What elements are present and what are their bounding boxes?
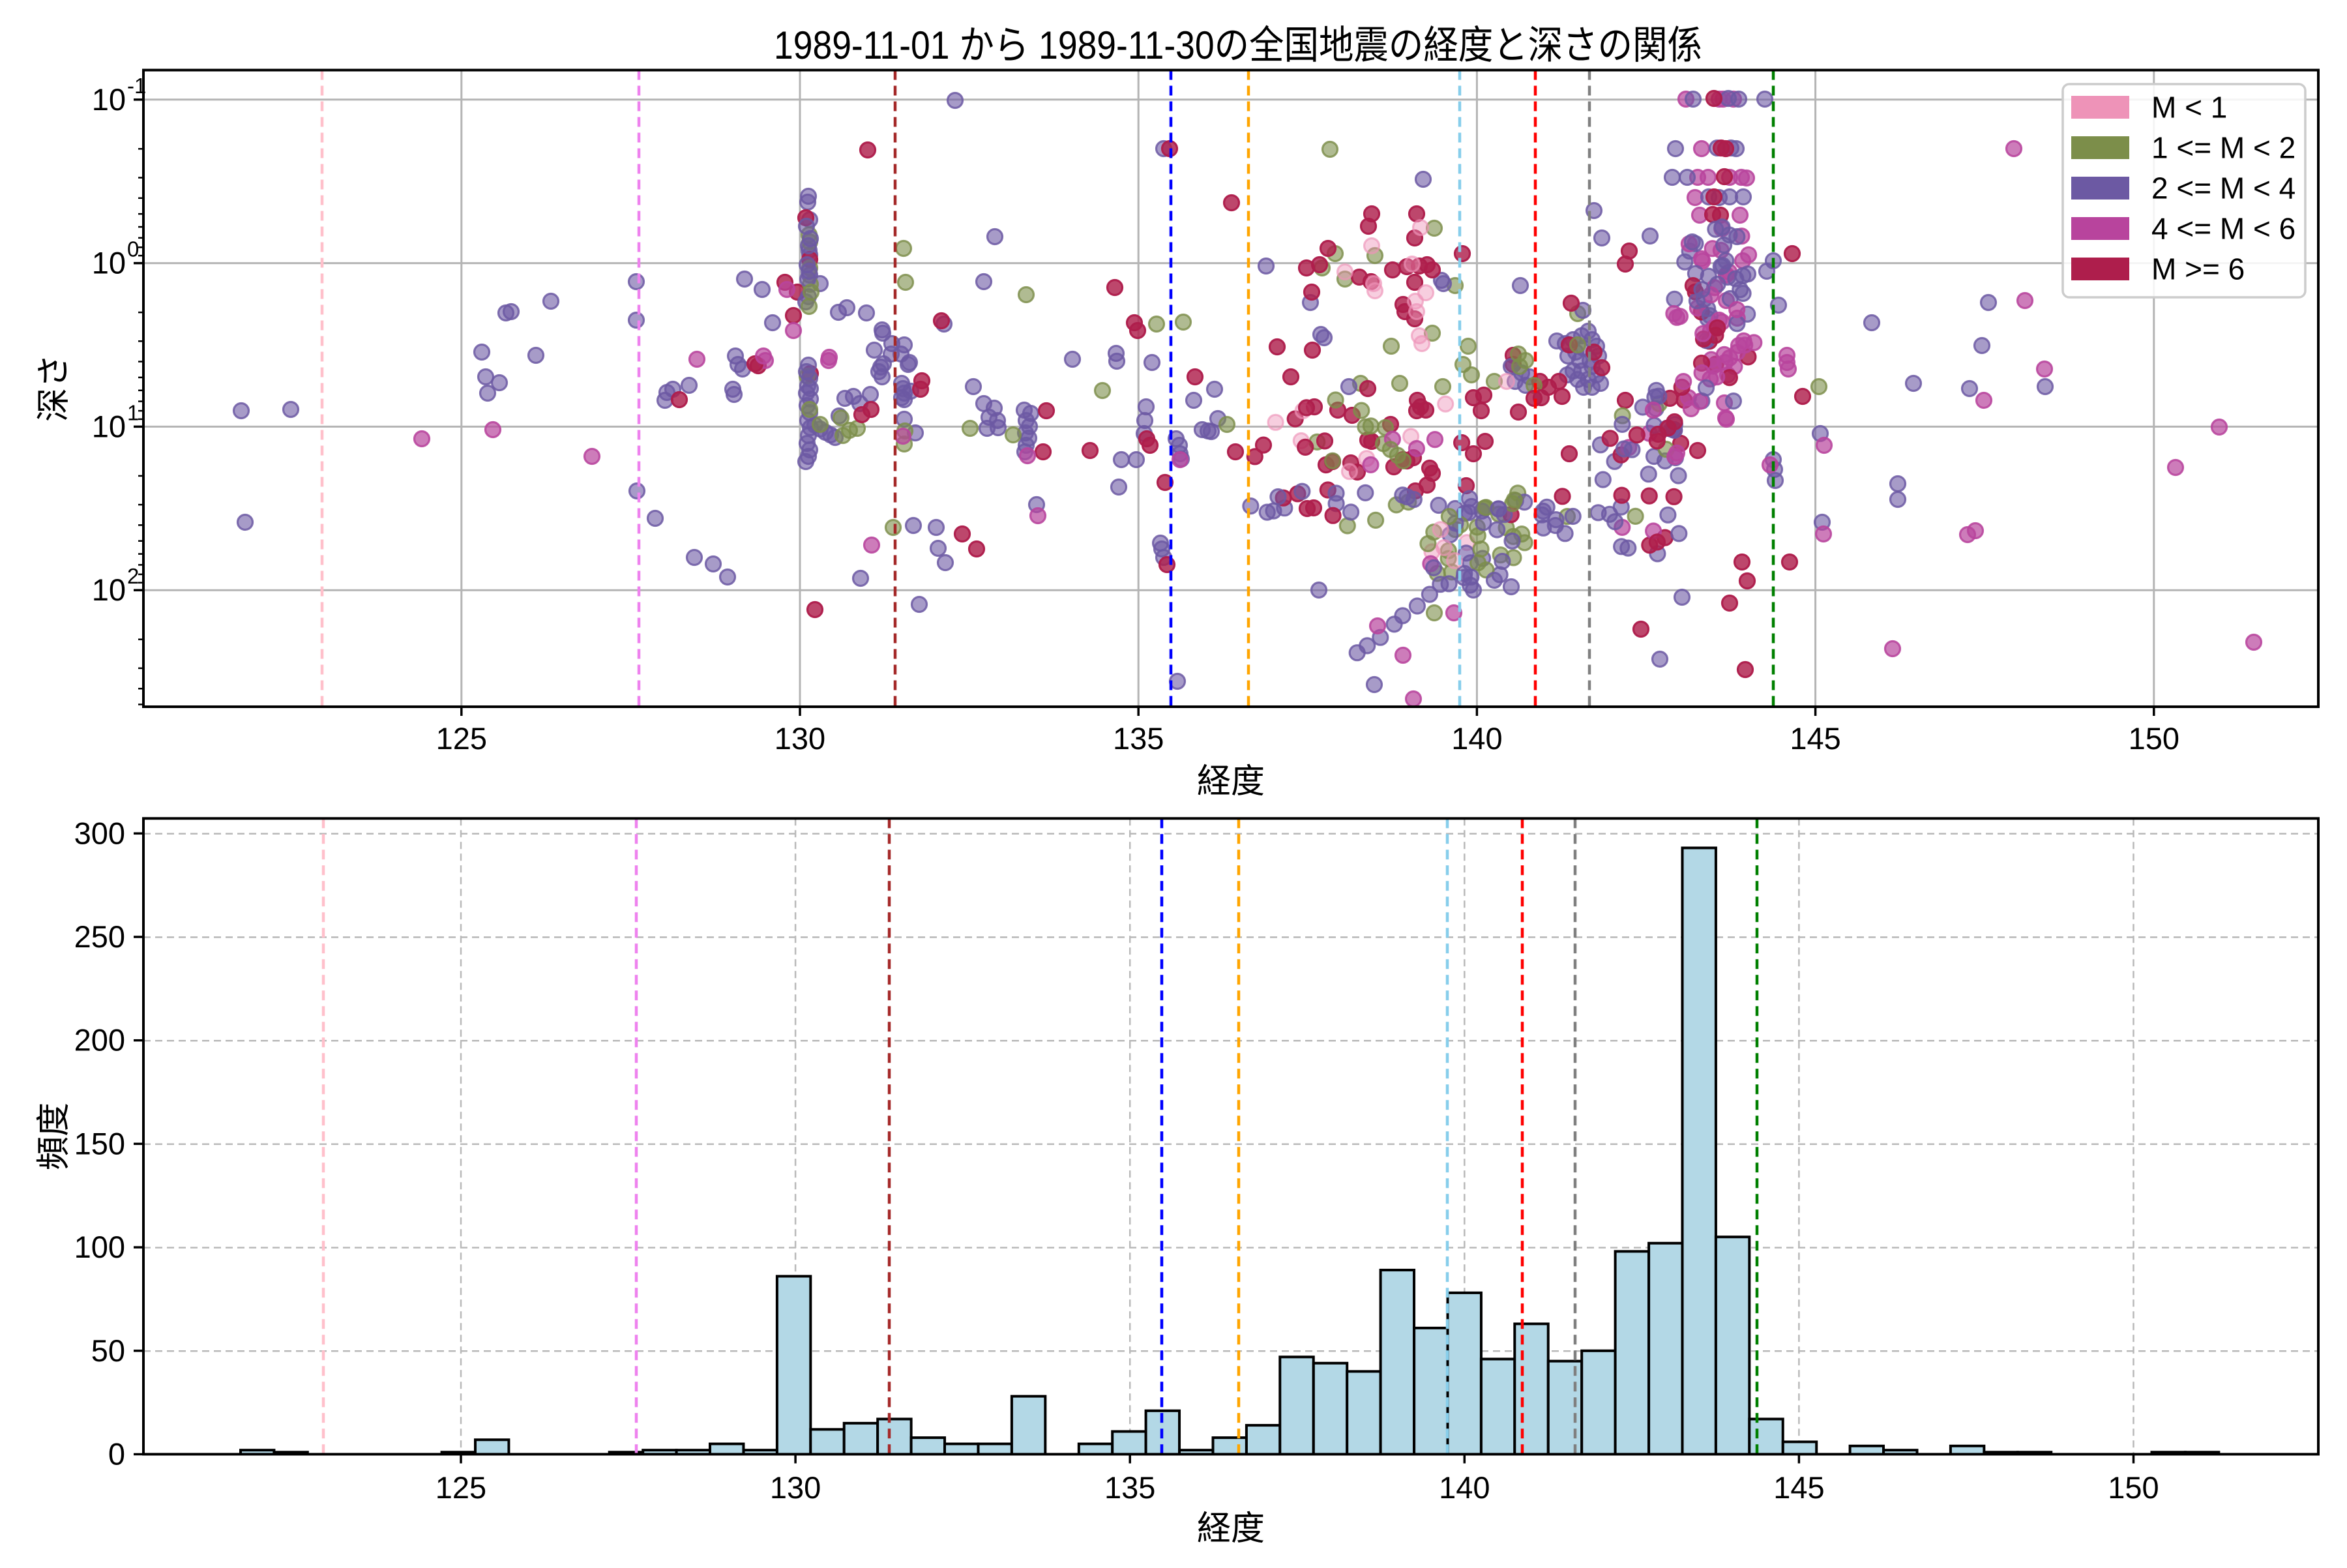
svg-text:200: 200 bbox=[74, 1023, 125, 1058]
svg-text:0: 0 bbox=[127, 237, 139, 261]
svg-text:125: 125 bbox=[435, 1470, 486, 1505]
svg-text:M >= 6: M >= 6 bbox=[2151, 252, 2245, 286]
svg-text:145: 145 bbox=[1790, 721, 1840, 756]
svg-text:50: 50 bbox=[91, 1333, 125, 1368]
svg-text:130: 130 bbox=[770, 1470, 821, 1505]
svg-text:1 <= M < 2: 1 <= M < 2 bbox=[2151, 131, 2295, 165]
svg-text:M < 1: M < 1 bbox=[2151, 91, 2227, 125]
svg-text:140: 140 bbox=[1439, 1470, 1490, 1505]
svg-text:125: 125 bbox=[436, 721, 487, 756]
svg-text:10: 10 bbox=[92, 409, 126, 443]
svg-text:150: 150 bbox=[2129, 721, 2179, 756]
svg-text:140: 140 bbox=[1451, 721, 1502, 756]
svg-text:0: 0 bbox=[108, 1437, 125, 1472]
svg-text:300: 300 bbox=[74, 816, 125, 850]
svg-text:130: 130 bbox=[775, 721, 825, 756]
svg-text:150: 150 bbox=[2108, 1470, 2159, 1505]
svg-text:4 <= M < 6: 4 <= M < 6 bbox=[2151, 212, 2295, 246]
svg-text:135: 135 bbox=[1113, 721, 1164, 756]
svg-text:250: 250 bbox=[74, 919, 125, 954]
svg-text:頻度: 頻度 bbox=[35, 1102, 73, 1170]
svg-text:145: 145 bbox=[1773, 1470, 1824, 1505]
svg-text:100: 100 bbox=[74, 1230, 125, 1264]
svg-text:1989-11-01 から 1989-11-30の全国地震の: 1989-11-01 から 1989-11-30の全国地震の経度と深さの関係 bbox=[774, 23, 1702, 67]
svg-text:-1: -1 bbox=[127, 74, 146, 98]
svg-text:経度: 経度 bbox=[1197, 1510, 1265, 1548]
svg-text:10: 10 bbox=[92, 82, 126, 117]
svg-text:2: 2 bbox=[127, 564, 139, 588]
svg-text:2 <= M < 4: 2 <= M < 4 bbox=[2151, 171, 2295, 205]
svg-text:経度: 経度 bbox=[1197, 763, 1265, 801]
svg-text:150: 150 bbox=[74, 1126, 125, 1161]
svg-text:10: 10 bbox=[92, 572, 126, 607]
svg-text:1: 1 bbox=[127, 400, 139, 424]
svg-text:深さ: 深さ bbox=[35, 354, 73, 422]
svg-text:135: 135 bbox=[1104, 1470, 1155, 1505]
svg-text:10: 10 bbox=[92, 246, 126, 280]
